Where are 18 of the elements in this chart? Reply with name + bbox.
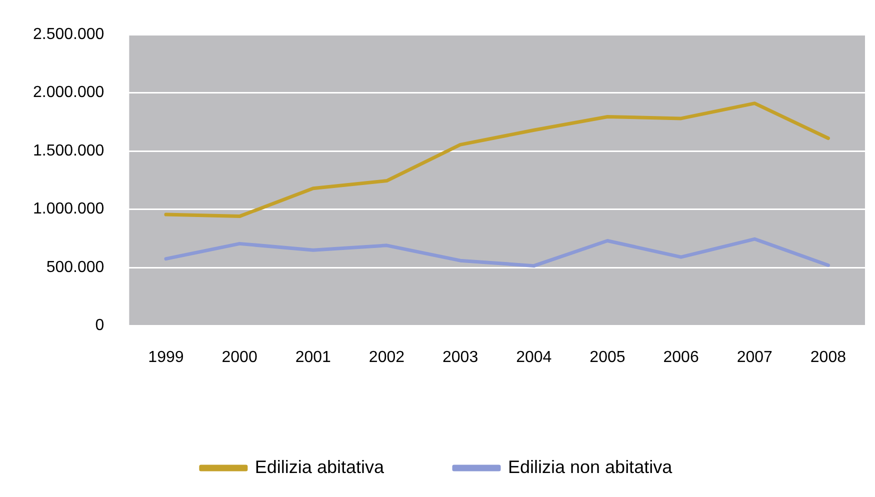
x-tick-label: 2001 [295, 348, 332, 366]
y-tick-label: 1.500.000 [32, 142, 104, 160]
x-tick-label: 2005 [590, 348, 626, 366]
x-tick-label: 2000 [222, 348, 258, 366]
x-tick-label: 2007 [736, 348, 773, 366]
y-tick-label: 1.000.000 [32, 200, 104, 218]
y-tick-label: 2.000.000 [32, 84, 104, 102]
x-tick-label: 2008 [810, 348, 846, 366]
y-tick-label: 500.000 [46, 258, 104, 276]
legend-label: Edilizia abitativa [254, 456, 385, 477]
x-tick-label: 2003 [442, 348, 478, 366]
x-tick-label: 2002 [368, 348, 405, 366]
y-tick-label: 2.500.000 [32, 26, 104, 44]
x-tick-label: 2006 [663, 348, 699, 366]
x-tick-label: 2004 [516, 348, 552, 366]
x-tick-label: 1999 [148, 348, 184, 366]
y-tick-label: 0 [95, 317, 104, 334]
legend-label: Edilizia non abitativa [508, 456, 674, 477]
